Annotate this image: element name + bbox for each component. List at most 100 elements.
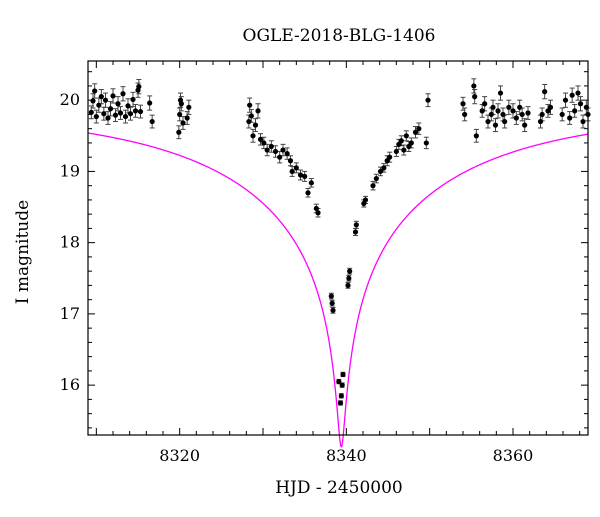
data-point: [117, 110, 124, 116]
data-point: [377, 168, 384, 175]
data-point: [268, 143, 274, 150]
data-point: [387, 154, 393, 160]
data-point: [101, 111, 107, 117]
data-point: [525, 110, 531, 116]
data-point: [257, 136, 264, 142]
data-point: [569, 92, 575, 98]
data-point: [329, 300, 335, 306]
data-point: [373, 175, 379, 182]
data-point: [495, 108, 501, 114]
data-point: [132, 108, 139, 114]
y-tick-label: 17: [60, 304, 80, 323]
axis-ticks: 8320 8340 8360 16 17 18 19 20: [60, 61, 588, 465]
data-point: [122, 113, 129, 120]
data-point: [352, 229, 359, 235]
data-point: [264, 147, 270, 153]
data-point: [125, 103, 131, 109]
data-point: [510, 108, 516, 114]
data-point: [246, 118, 252, 125]
data-point: [137, 108, 144, 115]
model-curve: [87, 132, 589, 448]
data-point: [110, 93, 116, 99]
data-point: [248, 113, 254, 119]
data-point: [425, 97, 431, 103]
data-point: [115, 101, 121, 107]
data-point: [517, 104, 523, 110]
data-point: [416, 126, 422, 132]
data-point: [180, 120, 186, 126]
data-point: [177, 111, 183, 118]
model-curve-layer: [87, 132, 589, 448]
data-point: [577, 101, 584, 107]
data-point: [178, 101, 184, 107]
data-point: [302, 173, 308, 180]
data-point: [88, 109, 94, 115]
data-point: [370, 183, 376, 189]
data-point: [408, 140, 414, 146]
data-point: [287, 158, 294, 164]
y-tick-label: 16: [60, 375, 80, 394]
data-point: [490, 104, 496, 110]
x-tick-label: 8320: [159, 446, 200, 465]
data-point: [96, 102, 102, 108]
data-point: [412, 129, 419, 135]
data-point: [90, 98, 96, 104]
data-point: [102, 97, 109, 103]
data-point: [346, 275, 352, 281]
data-point: [497, 90, 504, 96]
data-point: [255, 108, 261, 114]
data-point: [284, 151, 290, 157]
data-point: [339, 382, 345, 388]
data-point: [176, 129, 182, 135]
data-point: [492, 122, 499, 128]
data-point: [542, 89, 548, 95]
data-point: [272, 148, 279, 155]
data-point: [482, 101, 488, 107]
data-point: [502, 118, 508, 125]
data-point: [500, 111, 506, 118]
data-point: [471, 83, 477, 89]
x-tick-label: 8340: [326, 446, 367, 465]
data-point: [460, 101, 466, 107]
data-point: [562, 97, 569, 103]
data-point: [522, 122, 528, 128]
data-point: [328, 293, 334, 299]
data-point: [308, 180, 314, 186]
data-point: [313, 205, 319, 212]
data-point: [347, 268, 353, 274]
data-point: [149, 118, 155, 125]
data-point: [92, 88, 98, 94]
data-point: [539, 111, 545, 118]
data-point: [297, 172, 304, 178]
error-bars-layer: [88, 78, 591, 406]
data-point: [513, 115, 519, 121]
data-point: [336, 378, 342, 385]
data-points-layer: [88, 83, 591, 406]
data-point: [305, 190, 311, 196]
data-point: [567, 115, 573, 121]
data-point: [462, 111, 468, 118]
data-point: [184, 115, 190, 121]
data-point: [485, 118, 491, 125]
data-point: [353, 222, 359, 228]
data-point: [93, 113, 99, 120]
data-point: [330, 307, 336, 313]
data-point: [127, 111, 134, 117]
y-axis-label: I magnitude: [13, 200, 33, 304]
data-point: [136, 84, 142, 90]
data-point: [120, 91, 126, 97]
data-point: [289, 168, 295, 175]
data-point: [345, 282, 351, 288]
data-point: [338, 393, 344, 399]
data-point: [473, 133, 479, 139]
data-point: [337, 400, 344, 406]
data-point: [423, 140, 429, 146]
data-point: [488, 111, 494, 118]
data-point: [247, 102, 253, 108]
data-point: [105, 115, 111, 121]
data-point: [403, 133, 409, 139]
data-point: [340, 371, 346, 378]
data-point: [479, 108, 485, 114]
data-point: [362, 197, 369, 203]
x-tick-label: 8360: [493, 446, 534, 465]
